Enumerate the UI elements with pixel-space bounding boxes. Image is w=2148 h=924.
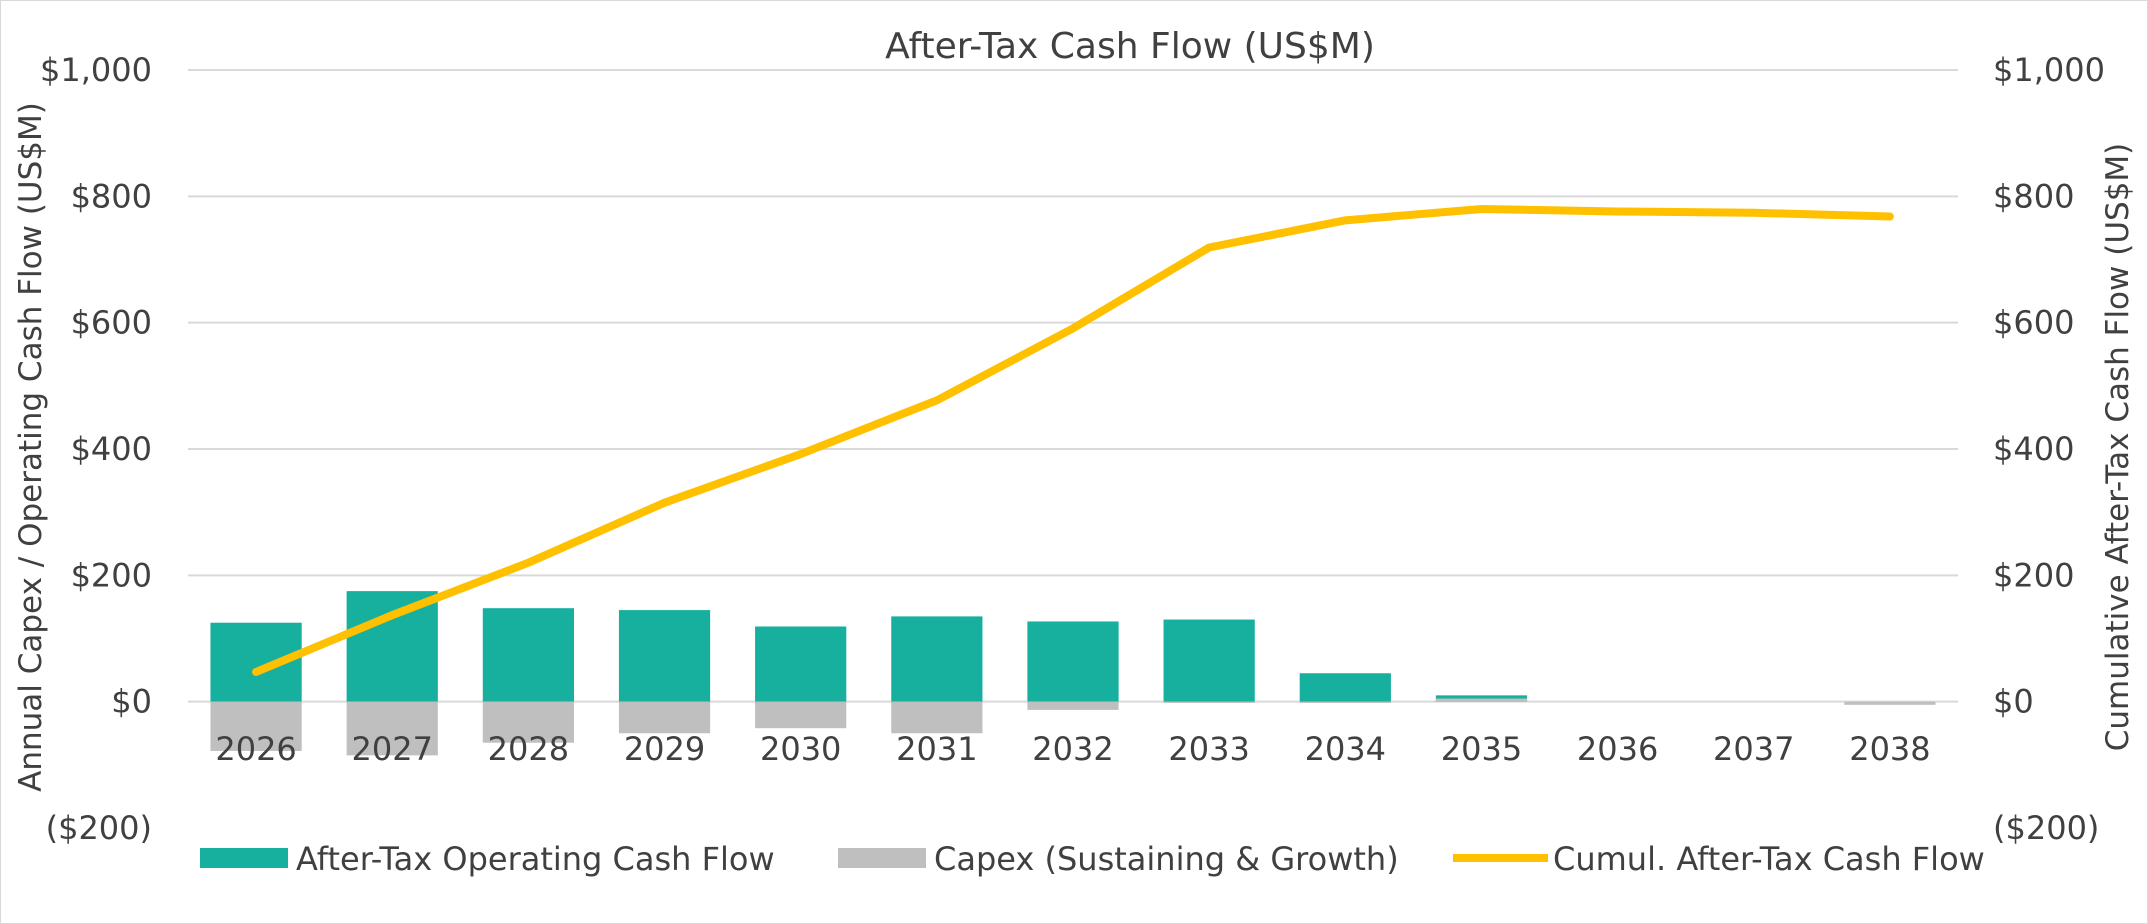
after-tax-operating-cash-flow-bar <box>618 610 711 702</box>
capex-sustaining-growth-bar <box>1299 701 1391 703</box>
after-tax-operating-cash-flow-bar <box>482 608 574 702</box>
cumulative-point <box>1072 327 1074 330</box>
y-tick-label: $800 <box>71 177 152 215</box>
cumulative-point <box>1616 210 1619 213</box>
capex-sustaining-growth-legend-swatch <box>838 848 926 868</box>
capex-sustaining-growth-bar <box>755 701 847 729</box>
y-tick-label: $600 <box>71 304 152 342</box>
after-tax-operating-cash-flow-bar <box>346 591 438 702</box>
cumulative-point <box>1208 246 1211 249</box>
x-tick-label: 2036 <box>1577 730 1658 768</box>
after-tax-operating-cash-flow-bar <box>1163 619 1255 702</box>
after-tax-operating-cash-flow-bar <box>1435 695 1528 702</box>
capex-sustaining-growth-legend-label: Capex (Sustaining & Growth) <box>934 840 1399 878</box>
cumulative-point <box>935 399 938 402</box>
after-tax-operating-cash-flow-legend-label: After-Tax Operating Cash Flow <box>296 840 775 878</box>
cumulative-point <box>1888 215 1891 218</box>
cumul-after-tax-cash-flow-legend-label: Cumul. After-Tax Cash Flow <box>1553 840 1985 878</box>
x-tick-label: 2032 <box>1032 730 1113 768</box>
x-axis-labels: 2026 2027 2028 2029 2030 2031 2032 2033 2034 2035… <box>215 730 1930 768</box>
after-tax-operating-cash-flow-legend-swatch <box>200 848 288 868</box>
capex-sustaining-growth-bar <box>482 701 574 743</box>
y-tick-label: $200 <box>71 556 152 594</box>
y2-tick-label: $400 <box>1993 430 2074 468</box>
cumulative-point <box>391 614 394 617</box>
x-tick-label: 2037 <box>1713 730 1794 768</box>
capex-sustaining-growth-bar <box>346 701 438 756</box>
capex-sustaining-growth-bar <box>618 701 711 734</box>
capex-sustaining-growth-bar <box>891 701 983 734</box>
after-tax-operating-cash-flow-bar <box>1299 673 1391 702</box>
left-y-axis: ($200) $0 $200 $400 $600 $800 $1,000 <box>40 51 152 847</box>
cumulative-point <box>1480 207 1483 210</box>
cumulative-point <box>527 561 530 564</box>
after-tax-operating-cash-flow-bar <box>755 626 847 702</box>
cumulative-point <box>255 670 258 673</box>
cumulative-point <box>799 453 802 456</box>
y-tick-label: $400 <box>71 430 152 468</box>
cumulative-point <box>1344 219 1347 222</box>
y2-tick-label: $600 <box>1993 304 2074 342</box>
gridlines <box>188 69 1958 703</box>
x-tick-label: 2027 <box>352 730 433 768</box>
x-tick-label: 2030 <box>760 730 841 768</box>
chart-title: After-Tax Cash Flow (US$M) <box>885 26 1375 67</box>
x-tick-label: 2028 <box>488 730 569 768</box>
bar-series <box>210 591 1936 756</box>
cumulative-line <box>252 204 1894 676</box>
left-axis-title: Annual Capex / Operating Cash Flow (US$M… <box>13 102 49 792</box>
y2-tick-label: ($200) <box>1993 809 2099 847</box>
cumulative-point <box>663 501 666 504</box>
after-tax-operating-cash-flow-bar <box>891 616 983 702</box>
capex-sustaining-growth-bar <box>1435 698 1528 702</box>
x-tick-label: 2031 <box>896 730 977 768</box>
y2-tick-label: $800 <box>1993 177 2074 215</box>
x-tick-label: 2026 <box>215 730 296 768</box>
y-tick-label: $0 <box>111 683 152 721</box>
cumulative-point <box>1752 211 1755 214</box>
y-tick-label: ($200) <box>46 809 152 847</box>
legend: After-Tax Operating Cash Flow Capex (Sust… <box>200 840 1985 878</box>
x-tick-label: 2033 <box>1168 730 1249 768</box>
x-tick-label: 2038 <box>1849 730 1930 768</box>
right-y-axis: ($200) $0 $200 $400 $600 $800 $1,000 <box>1993 51 2105 847</box>
capex-sustaining-growth-bar <box>1027 701 1119 710</box>
y2-tick-label: $1,000 <box>1993 51 2105 89</box>
x-tick-label: 2035 <box>1441 730 1522 768</box>
capex-sustaining-growth-bar <box>1844 701 1936 705</box>
y2-tick-label: $0 <box>1993 683 2034 721</box>
x-tick-label: 2029 <box>624 730 705 768</box>
capex-sustaining-growth-bar <box>210 701 302 751</box>
x-tick-label: 2034 <box>1305 730 1386 768</box>
cumulative-line-series <box>252 204 1894 676</box>
y-tick-label: $1,000 <box>40 51 152 89</box>
after-tax-operating-cash-flow-bar <box>1027 621 1119 702</box>
capex-sustaining-growth-bar <box>1163 701 1255 703</box>
y2-tick-label: $200 <box>1993 556 2074 594</box>
right-axis-title: Cumulative After-Tax Cash Flow (US$M) <box>2100 143 2136 752</box>
